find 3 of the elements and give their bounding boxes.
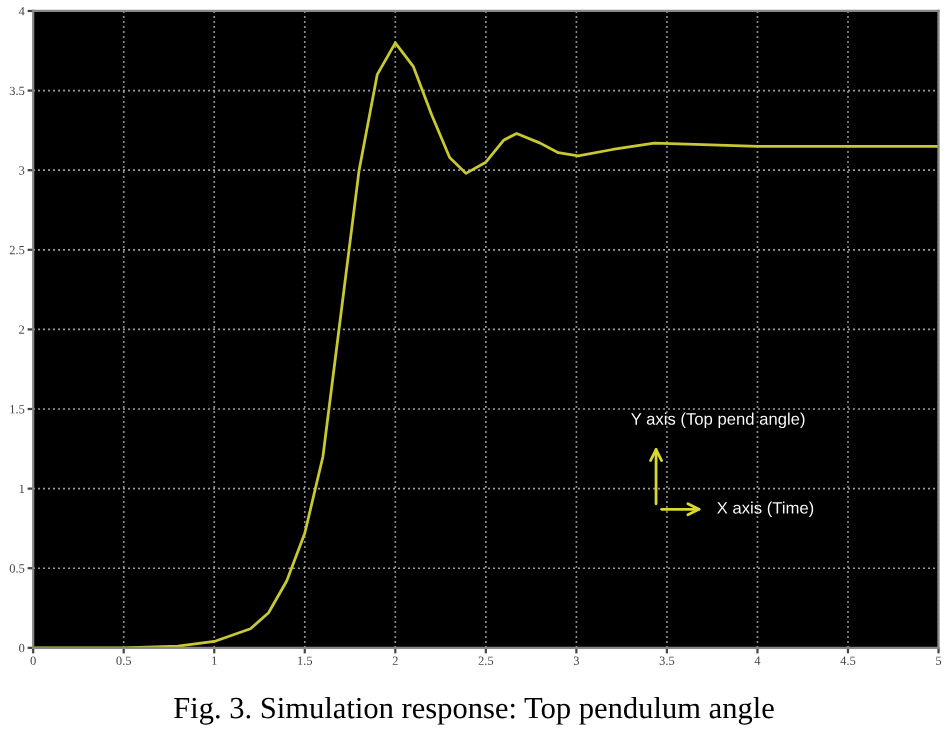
annotation: Y axis (Top pend angle)	[631, 412, 805, 429]
caption: Fig. 3. Simulation response: Top pendulum angle	[174, 696, 774, 725]
annotation: X axis (Time)	[717, 501, 814, 518]
